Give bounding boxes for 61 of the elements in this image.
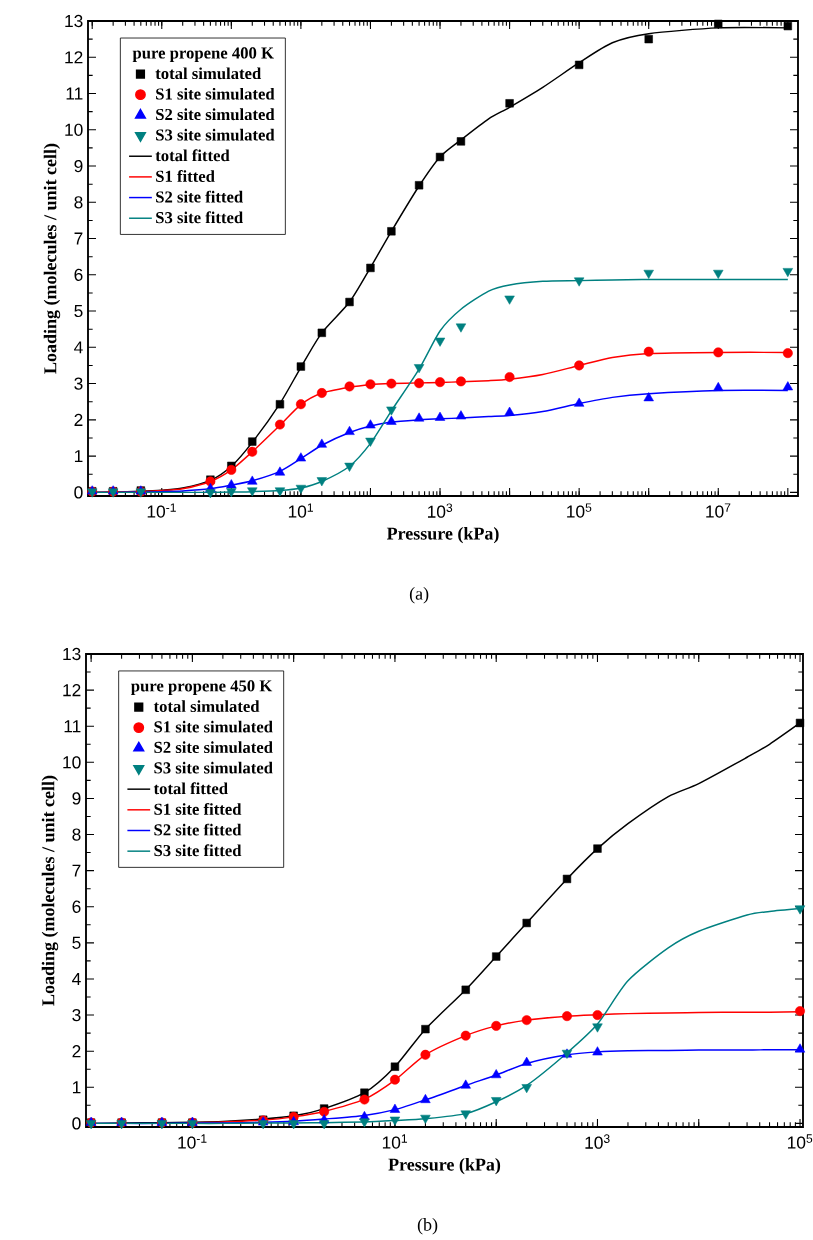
y-tick-label: 1 — [72, 1081, 81, 1094]
x-tick-label: 10$^{7}$ — [706, 503, 731, 518]
y-tick-label: 10 — [63, 756, 81, 769]
x-tick-label: 10$^{5}$ — [567, 503, 592, 518]
y-tick-label: 13 — [65, 14, 83, 28]
y-tick-label: 7 — [72, 864, 81, 877]
legend-label: S1 fitted — [156, 170, 215, 182]
legend-title: pure propene 450 K — [131, 680, 273, 695]
y-axis-title: Loading (molecules / unit cell) — [43, 143, 61, 374]
x-tick-label: 10$^{-1}$ — [147, 503, 176, 518]
text: (a) — [409, 587, 429, 604]
y-tick-label: 9 — [72, 792, 81, 805]
y-tick-label: 9 — [74, 159, 83, 173]
y-tick-label: 12 — [65, 51, 83, 64]
y-tick-label: 6 — [72, 900, 81, 913]
legend-label: total simulated — [155, 67, 262, 80]
y-tick-label: 4 — [72, 973, 81, 985]
legend-label: S2 site fitted — [154, 823, 242, 836]
legend-label: S3 site simulated — [156, 128, 275, 141]
y-tick-label: 11 — [64, 720, 81, 733]
y-tick-label: 7 — [74, 232, 83, 245]
y-axis-title: Loading (molecules / unit cell) — [41, 775, 59, 1006]
legend-label: S3 site fitted — [156, 211, 243, 224]
y-tick-label: 0 — [74, 486, 83, 499]
y-tick-label: 12 — [63, 684, 81, 697]
y-tick-label: 11 — [66, 87, 83, 100]
legend-label: S1 site fitted — [154, 802, 242, 815]
legend-label: total fitted — [155, 149, 230, 162]
y-tick-label: 0 — [72, 1117, 81, 1130]
y-tick-label: 13 — [63, 647, 81, 661]
x-axis-title: Pressure (kPa) — [388, 1157, 501, 1175]
y-tick-label: 5 — [72, 936, 81, 949]
x-tick-label: 10$^{1}$ — [382, 1134, 408, 1149]
legend-label: S2 site simulated — [156, 108, 275, 121]
legend-label: S1 site simulated — [156, 87, 275, 100]
legend-label: S3 site fitted — [154, 844, 242, 857]
legend-label: S2 site fitted — [156, 190, 243, 203]
legend-label: total fitted — [153, 782, 228, 795]
x-tick-label: 10$^{3}$ — [427, 503, 453, 518]
x-tick-label: 10$^{1}$ — [288, 503, 313, 518]
y-tick-label: 3 — [74, 377, 83, 390]
text: (b) — [417, 1218, 438, 1235]
x-axis-title: Pressure (kPa) — [386, 526, 499, 544]
y-tick-label: 10 — [65, 123, 83, 136]
legend-label: S3 site simulated — [154, 761, 273, 774]
y-tick-label: 2 — [72, 1045, 81, 1058]
y-tick-label: 2 — [74, 413, 83, 426]
y-tick-label: 5 — [74, 305, 83, 318]
x-tick-label: 10$^{-1}$ — [178, 1134, 207, 1149]
y-tick-label: 3 — [72, 1008, 81, 1022]
y-tick-label: 6 — [74, 268, 83, 281]
legend-label: S2 site simulated — [154, 741, 273, 754]
legend-label: total simulated — [153, 700, 260, 713]
legend-label: S1 site simulated — [154, 720, 273, 733]
y-tick-label: 1 — [74, 450, 83, 463]
y-tick-label: 8 — [74, 196, 83, 209]
x-tick-label: 10$^{5}$ — [787, 1134, 813, 1149]
y-tick-label: 8 — [72, 828, 81, 841]
legend-title: pure propene 400 K — [132, 47, 274, 62]
x-tick-label: 10$^{3}$ — [585, 1134, 610, 1149]
y-tick-label: 4 — [74, 341, 83, 354]
